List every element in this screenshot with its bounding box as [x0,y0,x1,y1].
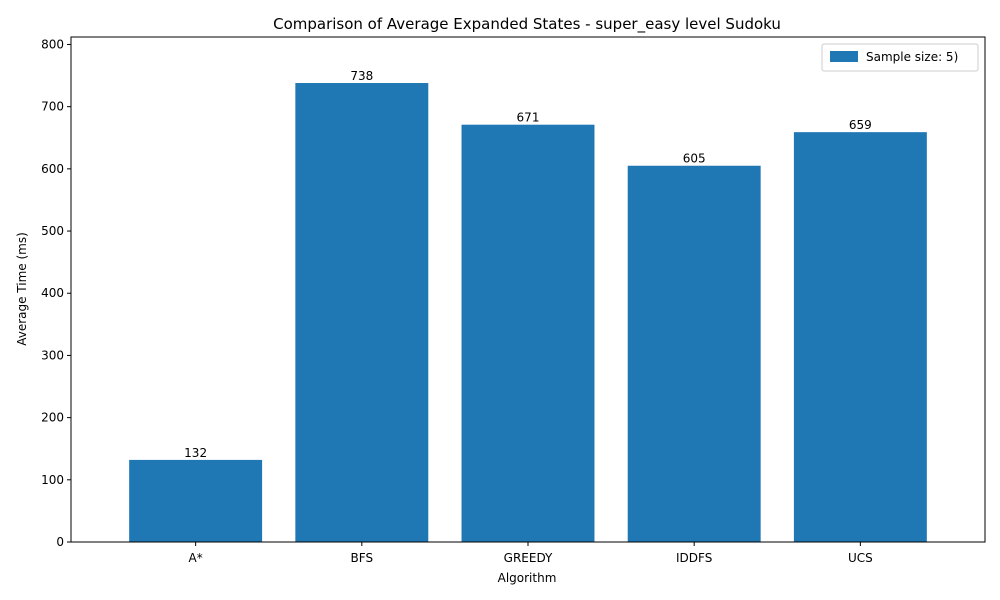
legend-frame [821,43,979,72]
y-tick-label: 200 [41,411,64,425]
bar-bfs [295,83,429,543]
plot-frame [70,36,986,543]
y-tick-label: 700 [41,100,64,114]
bar-value-label: 132 [184,446,207,460]
bar-a [129,459,263,542]
bar-labels-group: 132 738 671 605 659 [184,69,872,460]
y-axis-ticks: 0 100 200 300 400 500 600 700 800 [41,37,71,549]
bar-value-label: 605 [683,152,706,166]
bar-value-label: 671 [517,111,540,125]
y-tick-label: 100 [41,473,64,487]
y-tick-label: 800 [41,37,64,51]
bar-value-label: 659 [849,118,872,132]
x-tick-label: UCS [848,551,873,565]
y-tick-label: 400 [41,286,64,300]
y-tick-label: 300 [41,348,64,362]
chart-title: Comparison of Average Expanded States - … [273,15,781,34]
y-tick-label: 500 [41,224,64,238]
legend: Sample size: 5) [821,43,979,72]
bar-iddfs [627,165,761,543]
bars-group [129,83,927,543]
y-tick-label: 0 [56,535,64,549]
bar-ucs [793,132,927,543]
y-axis-label: Average Time (ms) [15,232,29,346]
x-tick-label: IDDFS [676,551,712,565]
legend-entry: Sample size: 5) [866,50,958,64]
bar-greedy [461,124,595,542]
x-tick-label: BFS [351,551,374,565]
bar-value-label: 738 [350,69,373,83]
x-axis-label: Algorithm [498,571,557,585]
y-tick-label: 600 [41,162,64,176]
x-tick-label: A* [189,551,203,565]
legend-swatch [830,51,858,62]
x-axis-ticks: A* BFS GREEDY IDDFS UCS [189,542,873,565]
x-tick-label: GREEDY [504,551,553,565]
